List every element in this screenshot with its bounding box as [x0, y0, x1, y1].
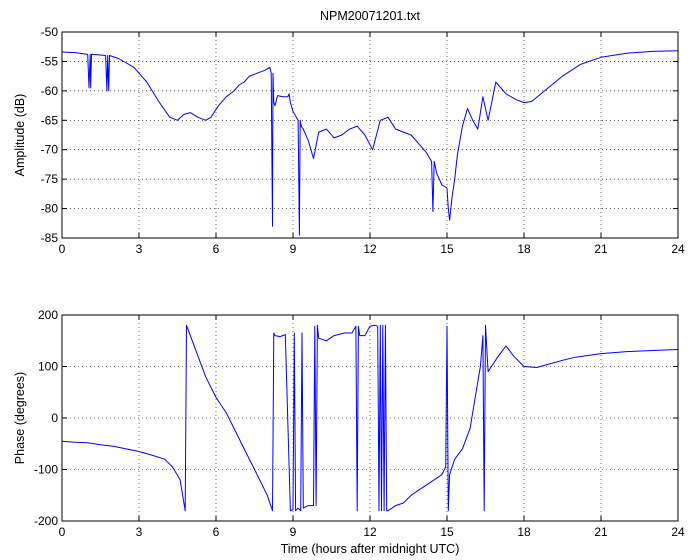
amplitude-series — [61, 50, 679, 236]
phase-x-tick-label: 21 — [594, 525, 608, 539]
amplitude-ticks: 0 3 6 9 12 15 18 21 24 -85 -80 -75 -70 -65 -60 -55 -50 — [41, 25, 685, 256]
phase-y-tick-label: 100 — [38, 360, 58, 374]
amplitude-y-tick-label: -85 — [41, 231, 59, 245]
phase-y-tick-label: 0 — [51, 411, 58, 425]
phase-x-tick-label: 0 — [59, 525, 66, 539]
phase-y-axis-label: Phase (degrees) — [13, 372, 27, 464]
amplitude-x-tick-label: 6 — [213, 242, 220, 256]
phase-x-tick-label: 6 — [213, 525, 220, 539]
phase-plot: 0 3 6 9 12 15 18 21 24 -200 -100 0 100 200 Phase (deg… — [13, 308, 685, 556]
amplitude-x-tick-label: 0 — [59, 242, 66, 256]
amplitude-y-axis-label: Amplitude (dB) — [13, 94, 27, 177]
amplitude-x-tick-label: 15 — [440, 242, 454, 256]
amplitude-y-tick-label: -65 — [41, 113, 59, 127]
phase-x-tick-label: 24 — [671, 525, 685, 539]
amplitude-axes-frame — [61, 31, 679, 239]
amplitude-y-tick-label: -75 — [41, 172, 59, 186]
phase-y-tick-label: 200 — [38, 308, 58, 322]
phase-series — [61, 324, 679, 512]
amplitude-x-tick-label: 9 — [290, 242, 297, 256]
amplitude-y-tick-label: -80 — [41, 202, 59, 216]
amplitude-x-tick-label: 18 — [517, 242, 531, 256]
amplitude-plot: NPM20071201.txt 0 3 6 9 12 15 18 21 24 -85 -80 -75 -… — [13, 9, 685, 256]
amplitude-x-tick-label: 12 — [363, 242, 377, 256]
amplitude-x-tick-label: 24 — [671, 242, 685, 256]
phase-grid — [62, 315, 678, 521]
phase-x-tick-label: 15 — [440, 525, 454, 539]
phase-x-axis-label: Time (hours after midnight UTC) — [281, 542, 460, 556]
amplitude-grid — [62, 32, 678, 238]
amplitude-y-tick-label: -55 — [41, 54, 59, 68]
amplitude-y-tick-label: -60 — [41, 84, 59, 98]
phase-axes-frame — [61, 314, 679, 522]
phase-x-tick-label: 12 — [363, 525, 377, 539]
amplitude-series-line — [61, 50, 679, 236]
phase-y-tick-label: -200 — [34, 514, 58, 528]
amplitude-x-tick-label: 21 — [594, 242, 608, 256]
amplitude-y-tick-label: -50 — [41, 25, 59, 39]
phase-series-line — [61, 324, 679, 512]
amplitude-y-tick-label: -70 — [41, 143, 59, 157]
phase-ticks: 0 3 6 9 12 15 18 21 24 -200 -100 0 100 200 — [34, 308, 685, 539]
amplitude-x-tick-label: 3 — [136, 242, 143, 256]
chart-title: NPM20071201.txt — [320, 9, 421, 23]
phase-x-tick-label: 9 — [290, 525, 297, 539]
phase-x-tick-label: 18 — [517, 525, 531, 539]
phase-y-tick-label: -100 — [34, 463, 58, 477]
phase-x-tick-label: 3 — [136, 525, 143, 539]
